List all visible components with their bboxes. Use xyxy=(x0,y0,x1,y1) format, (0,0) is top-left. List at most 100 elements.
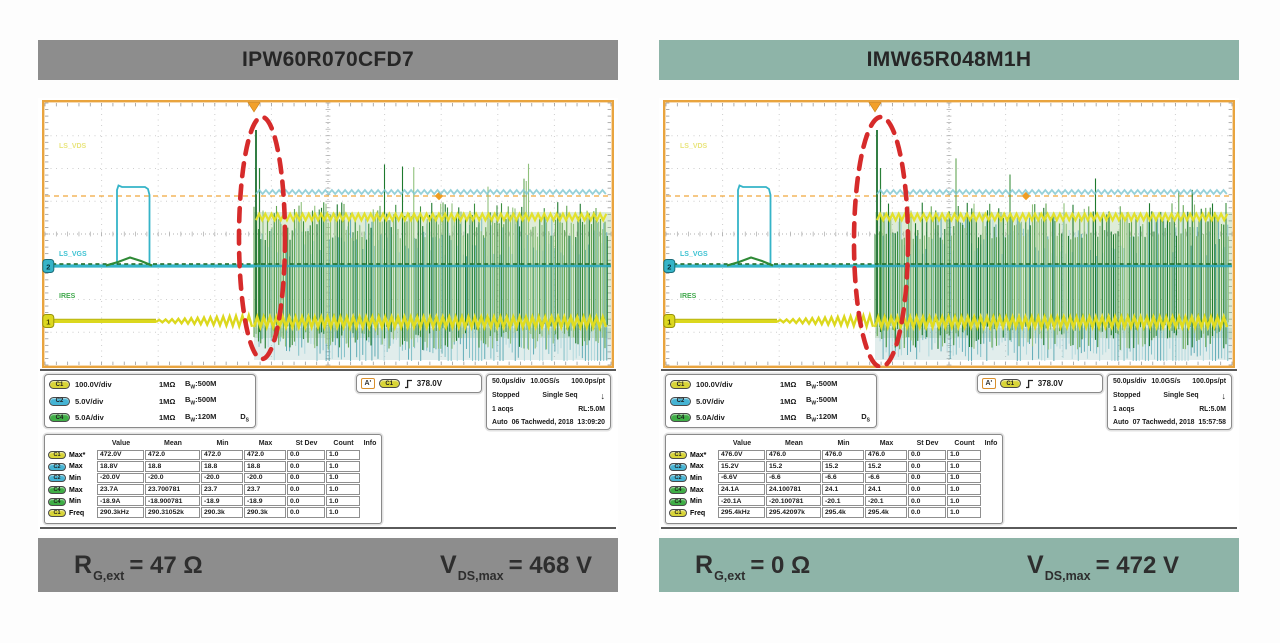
subscript: G,ext xyxy=(93,568,125,583)
device-title: IPW60R070CFD7 xyxy=(242,48,414,71)
column-header: Count xyxy=(954,439,975,447)
channel-scale: 5.0A/div xyxy=(75,413,104,422)
measurement-cell xyxy=(361,495,378,507)
measurement-cell: 476.0 xyxy=(822,449,864,461)
resolution: 100.0ps/pt xyxy=(1192,378,1226,385)
measurement-cell: 1.0 xyxy=(326,495,360,507)
trigger-info-box: A' C1 378.0V xyxy=(356,374,482,393)
trace-label: LS_VDS xyxy=(680,143,708,150)
device-title: IMW65R048M1H xyxy=(866,48,1032,71)
measurement-row: C2 Max 15.2V 15.2 15.2 15.2 0.0 1.0 xyxy=(668,461,1000,473)
record-row: 1 acqs RL:5.0M xyxy=(1113,406,1226,413)
measurement-cell: 295.4kHz xyxy=(718,507,765,519)
value: = 47 Ω xyxy=(129,551,203,579)
measurement-cell: 24.1 xyxy=(822,484,864,495)
measurement-cell: -20.1 xyxy=(865,495,907,507)
measurement-cell: 290.3k xyxy=(244,507,286,519)
channel-badge: C4 xyxy=(669,497,687,506)
measurement-cell: 23.7A xyxy=(97,484,144,495)
acquisition-mode: Single Seq xyxy=(542,392,578,400)
svg-text:1: 1 xyxy=(667,318,671,327)
column-header: St Dev xyxy=(295,439,318,447)
channel-badge: C2 xyxy=(49,396,70,406)
measurement-cell: 15.2V xyxy=(718,461,765,472)
measurement-table: Value Mean Min Max St Dev Count Info C1 Max* 476.… xyxy=(665,434,1003,524)
measurement-cell: 23.7 xyxy=(201,484,243,495)
channel-badge: C4 xyxy=(49,413,70,422)
channel-coupling: 1MΩ xyxy=(780,380,797,389)
measurement-cell: 0.0 xyxy=(287,484,325,495)
grid-frame xyxy=(663,100,1235,368)
subscript: G,ext xyxy=(714,568,746,583)
trace-label: IRES xyxy=(680,293,697,300)
measurement-cell xyxy=(982,449,999,461)
stat-name: Max xyxy=(690,463,704,471)
channel-row: C2 5.0V/div 1MΩ BW:500M xyxy=(670,395,870,408)
measurement-cell: -6.6 xyxy=(766,472,821,484)
channel-1-marker xyxy=(42,314,55,328)
measurement-cell: 0.0 xyxy=(908,507,946,519)
channel-badge: C4 xyxy=(669,486,687,495)
measurement-cell: 0.0 xyxy=(908,484,946,495)
measurement-row: C4 Min -18.9A -18.900781 -18.9 -18.9 0.0 1.0 xyxy=(47,495,379,508)
rising-edge-icon xyxy=(1025,379,1033,388)
ires-bump xyxy=(105,256,153,267)
measurement-cell: 0.0 xyxy=(908,449,946,461)
channel-badge: C2 xyxy=(669,474,687,483)
record-row: 1 acqs RL:5.0M xyxy=(492,406,605,413)
time: 13:09:20 xyxy=(577,418,605,426)
datetime-row: Auto 06 Tachwedd, 2018 13:09:20 xyxy=(492,419,605,426)
subscript: DS,max xyxy=(1044,568,1091,583)
measurement-cell: 1.0 xyxy=(947,495,981,507)
channel-badge: C1 xyxy=(48,451,66,460)
resolution: 100.0ps/pt xyxy=(571,378,605,385)
timebase-scale-row: 50.0μs/div 10.0GS/s 100.0ps/pt xyxy=(492,378,605,385)
trace-labels: LS_VDS LS_VGS IRES xyxy=(680,143,708,300)
measurement-label: C2 Max xyxy=(668,461,718,473)
measurement-cell: -20.0 xyxy=(201,472,243,484)
stat-name: Max xyxy=(69,463,83,471)
measurement-cell: -18.900781 xyxy=(145,495,200,507)
acquisition-status: Stopped xyxy=(1113,392,1141,400)
measurement-cell: 24.100781 xyxy=(766,484,821,495)
measurement-cell: -20.100781 xyxy=(766,495,821,507)
vds-high-band xyxy=(876,211,1229,223)
channel-badge: C2 xyxy=(670,396,691,406)
measurement-cell: 0.0 xyxy=(287,507,325,519)
measurement-cell: 18.8V xyxy=(97,461,144,472)
measurement-cell xyxy=(982,495,999,507)
trigger-source-badge: C1 xyxy=(999,379,1021,388)
trigger-mode-label: Auto xyxy=(492,418,508,426)
column-header: Min xyxy=(837,439,850,447)
svg-text:2: 2 xyxy=(667,263,671,272)
channel-row: C1 100.0V/div 1MΩ BW:500M xyxy=(49,378,249,391)
subscript: W xyxy=(811,417,817,424)
channel-info-box: C1 100.0V/div 1MΩ BW:500M C2 5.0V/div 1MΩ BW:50… xyxy=(665,374,877,428)
ires-bump xyxy=(726,256,774,267)
divider xyxy=(661,527,1237,529)
down-arrow-icon: ↓ xyxy=(600,390,605,401)
trace-labels: LS_VDS LS_VGS IRES xyxy=(59,143,87,300)
channel-badge: C4 xyxy=(670,413,691,422)
measurement-cell xyxy=(982,472,999,484)
record-length: RL:5.0M xyxy=(578,406,605,414)
measurement-cell: -6.6V xyxy=(718,472,765,484)
trace-label: LS_VDS xyxy=(59,143,87,150)
measurement-label: C1 Freq xyxy=(47,507,97,519)
measurement-cell: -20.1 xyxy=(822,495,864,507)
measurement-cell: 0.0 xyxy=(287,461,325,472)
measurement-cell: 1.0 xyxy=(326,461,360,472)
measurement-cell: 1.0 xyxy=(947,484,981,495)
svg-text:1: 1 xyxy=(46,318,50,327)
measurement-label: C2 Min xyxy=(668,473,718,485)
measurement-label: C4 Max xyxy=(668,484,718,496)
channel-coupling: 1MΩ xyxy=(159,413,176,422)
timebase-scale-row: 50.0μs/div 10.0GS/s 100.0ps/pt xyxy=(1113,378,1226,385)
subscript: W xyxy=(190,417,196,424)
measurement-cell: 0.0 xyxy=(287,449,325,461)
datetime-row: Auto 07 Tachwedd, 2018 15:57:58 xyxy=(1113,419,1226,426)
rising-edge-icon xyxy=(404,379,412,388)
measurement-cell: 24.1A xyxy=(718,484,765,495)
